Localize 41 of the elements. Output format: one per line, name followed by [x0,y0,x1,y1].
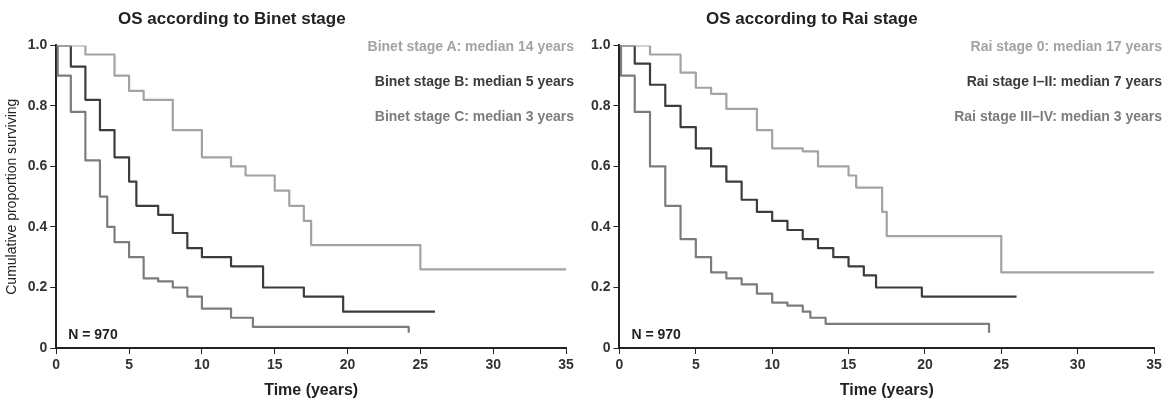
y-tick-label: 0 [39,338,48,355]
y-tick-label: 0.8 [27,96,48,113]
x-tick-label: 25 [993,356,1010,373]
annotation: N = 970 [68,325,118,342]
y-tick-label: 1.0 [27,36,48,53]
y-tick-label: 0.6 [27,157,48,174]
x-tick-label: 30 [485,356,502,373]
annotation: N = 970 [631,325,682,342]
text: Rai stage I–II: median 7 years [966,73,1163,90]
x-tick-label: 30 [1069,356,1086,373]
y-tick-label: 0.4 [27,217,48,234]
x-tick-label: 0 [615,356,624,373]
x-tick-label: 10 [764,356,781,373]
y-tick-label: 0.2 [27,278,48,295]
x-tick-label: 5 [125,356,134,373]
text: Rai stage III–IV: median 3 years [954,108,1163,125]
y-tick-label: 0 [602,338,611,355]
x-tick-label: 10 [194,356,210,373]
text: Binet stage A: median 14 years [367,38,575,55]
x-tick-label: 15 [840,356,857,373]
x-axis-title: Time (years) [839,380,934,398]
chart-title: OS according to Binet stage [117,8,347,30]
y-tick-label: 0.8 [590,96,611,113]
x-tick-label: 20 [917,356,933,373]
text: Rai stage 0: median 17 years [970,38,1163,55]
x-tick-label: 5 [691,356,700,373]
y-tick-label: 1.0 [590,36,611,53]
x-tick-label: 25 [412,356,429,373]
x-tick-label: 20 [339,356,356,373]
x-tick-label: 35 [1146,356,1162,373]
x-tick-label: 35 [558,356,574,373]
y-axis-title: Cumulative proportion surviving [3,98,20,295]
y-tick-label: 0.4 [590,217,611,234]
text: Binet stage C: median 3 years [374,108,575,125]
y-tick-label: 0.2 [590,278,611,295]
y-tick-label: 0.6 [590,157,611,174]
x-tick-label: 0 [52,356,61,373]
chart-title: OS according to Rai stage [705,8,919,30]
text: Binet stage B: median 5 years [374,73,575,90]
x-axis-title: Time (years) [264,380,359,398]
x-tick-label: 15 [266,356,283,373]
